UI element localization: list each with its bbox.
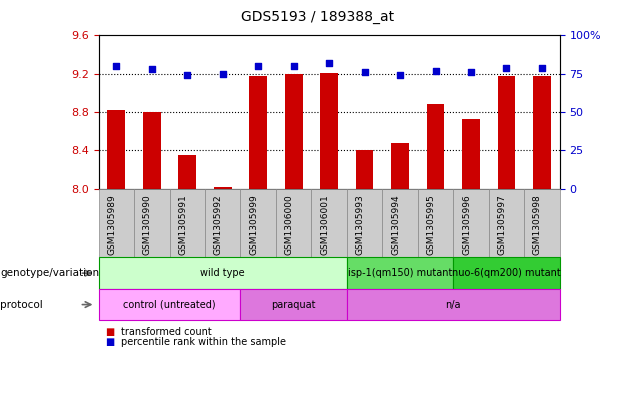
Point xyxy=(395,72,405,78)
Bar xyxy=(249,75,267,189)
Text: transformed count: transformed count xyxy=(121,327,212,337)
Bar xyxy=(356,150,373,189)
Text: GSM1306000: GSM1306000 xyxy=(285,195,294,255)
Point xyxy=(147,66,157,72)
Point xyxy=(218,70,228,77)
Text: GSM1305996: GSM1305996 xyxy=(462,195,471,255)
Bar xyxy=(497,75,515,189)
Bar xyxy=(427,104,445,189)
Bar xyxy=(285,73,303,189)
Bar xyxy=(391,143,409,189)
Text: GSM1306001: GSM1306001 xyxy=(320,195,329,255)
Text: GSM1305998: GSM1305998 xyxy=(533,195,542,255)
Point xyxy=(537,64,547,71)
Text: n/a: n/a xyxy=(446,299,461,310)
Text: GSM1305995: GSM1305995 xyxy=(427,195,436,255)
Text: GSM1305999: GSM1305999 xyxy=(249,195,258,255)
Bar xyxy=(214,187,232,189)
Text: GSM1305993: GSM1305993 xyxy=(356,195,364,255)
Text: paraquat: paraquat xyxy=(272,299,316,310)
Point xyxy=(324,60,335,66)
Bar xyxy=(178,155,196,189)
Text: GSM1305989: GSM1305989 xyxy=(107,195,116,255)
Point xyxy=(466,69,476,75)
Text: GDS5193 / 189388_at: GDS5193 / 189388_at xyxy=(242,10,394,24)
Point xyxy=(501,64,511,71)
Text: ■: ■ xyxy=(105,337,114,347)
Point xyxy=(111,63,121,69)
Text: wild type: wild type xyxy=(200,268,245,278)
Text: control (untreated): control (untreated) xyxy=(123,299,216,310)
Bar xyxy=(143,112,161,189)
Bar xyxy=(107,110,125,189)
Point xyxy=(253,63,263,69)
Text: ■: ■ xyxy=(105,327,114,337)
Point xyxy=(182,72,192,78)
Bar xyxy=(462,119,480,189)
Text: GSM1305997: GSM1305997 xyxy=(497,195,506,255)
Bar xyxy=(533,75,551,189)
Text: isp-1(qm150) mutant: isp-1(qm150) mutant xyxy=(348,268,452,278)
Text: GSM1305990: GSM1305990 xyxy=(143,195,152,255)
Text: protocol: protocol xyxy=(0,299,43,310)
Bar xyxy=(321,73,338,189)
Point xyxy=(289,63,299,69)
Text: GSM1305991: GSM1305991 xyxy=(178,195,187,255)
Text: GSM1305994: GSM1305994 xyxy=(391,195,400,255)
Point xyxy=(359,69,370,75)
Text: percentile rank within the sample: percentile rank within the sample xyxy=(121,337,286,347)
Text: nuo-6(qm200) mutant: nuo-6(qm200) mutant xyxy=(452,268,561,278)
Text: genotype/variation: genotype/variation xyxy=(0,268,99,278)
Text: GSM1305992: GSM1305992 xyxy=(214,195,223,255)
Point xyxy=(431,68,441,74)
